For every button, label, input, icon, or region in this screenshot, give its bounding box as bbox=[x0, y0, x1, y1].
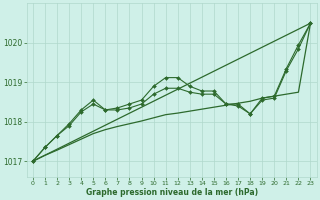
X-axis label: Graphe pression niveau de la mer (hPa): Graphe pression niveau de la mer (hPa) bbox=[86, 188, 258, 197]
